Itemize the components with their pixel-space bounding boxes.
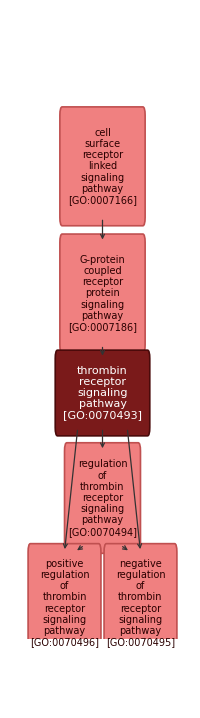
FancyBboxPatch shape bbox=[104, 544, 177, 663]
Text: negative
regulation
of
thrombin
receptor
signaling
pathway
[GO:0070495]: negative regulation of thrombin receptor… bbox=[106, 559, 175, 648]
FancyBboxPatch shape bbox=[60, 107, 145, 225]
Text: cell
surface
receptor
linked
signaling
pathway
[GO:0007166]: cell surface receptor linked signaling p… bbox=[68, 128, 137, 205]
Text: thrombin
receptor
signaling
pathway
[GO:0070493]: thrombin receptor signaling pathway [GO:… bbox=[63, 365, 142, 421]
Text: G-protein
coupled
receptor
protein
signaling
pathway
[GO:0007186]: G-protein coupled receptor protein signa… bbox=[68, 255, 137, 332]
FancyBboxPatch shape bbox=[55, 350, 150, 436]
FancyBboxPatch shape bbox=[60, 234, 145, 353]
Text: positive
regulation
of
thrombin
receptor
signaling
pathway
[GO:0070496]: positive regulation of thrombin receptor… bbox=[30, 559, 99, 648]
FancyBboxPatch shape bbox=[28, 544, 101, 663]
FancyBboxPatch shape bbox=[65, 443, 140, 554]
Text: regulation
of
thrombin
receptor
signaling
pathway
[GO:0070494]: regulation of thrombin receptor signalin… bbox=[68, 460, 137, 536]
